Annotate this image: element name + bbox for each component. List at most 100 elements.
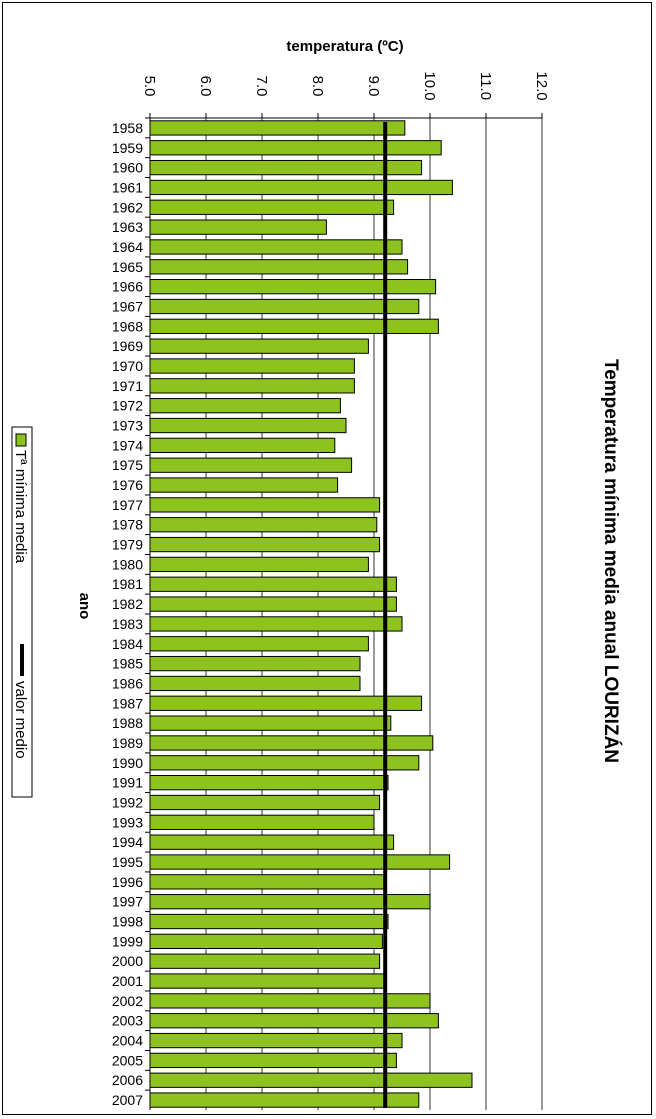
y-tick-label: 11.0	[477, 72, 494, 100]
bar	[149, 318, 439, 334]
bar	[149, 398, 341, 414]
bar	[149, 933, 383, 950]
bar	[149, 199, 395, 215]
bar	[149, 695, 423, 711]
x-tick-label: 1981	[112, 576, 143, 592]
bar	[149, 1032, 403, 1049]
bar	[149, 616, 403, 632]
x-tick-label: 1993	[112, 814, 143, 830]
bar	[149, 874, 386, 890]
x-tick-label: 1991	[112, 775, 143, 791]
x-tick-label: 1970	[112, 358, 143, 374]
bar	[149, 179, 453, 196]
x-tick-label: 1992	[112, 794, 143, 810]
bar	[149, 497, 381, 513]
x-tick-label: 2002	[112, 993, 143, 1009]
x-tick-label: 1978	[112, 517, 143, 533]
x-tick-label: 1960	[112, 160, 143, 176]
x-tick-label: 1965	[112, 259, 143, 275]
x-tick-label: 2003	[112, 1013, 143, 1029]
bar	[149, 993, 431, 1009]
bar	[149, 953, 381, 969]
bar	[149, 655, 361, 672]
x-tick-label: 1967	[112, 298, 143, 314]
bar	[149, 854, 451, 870]
x-tick-label: 1964	[112, 239, 143, 255]
x-tick-label: 1997	[112, 894, 143, 910]
y-tick-label: 8.0	[309, 76, 326, 97]
y-tick-label: 10.0	[421, 71, 438, 100]
bar	[149, 358, 355, 374]
bar	[149, 834, 395, 850]
x-tick-label: 1969	[112, 338, 143, 354]
bar	[149, 556, 369, 573]
bar	[149, 1013, 439, 1029]
x-tick-label: 1979	[112, 537, 143, 553]
x-tick-label: 1996	[112, 874, 143, 890]
axes	[145, 113, 543, 1110]
bar	[149, 794, 381, 811]
x-tick-label: 1966	[112, 279, 143, 295]
x-tick-label: 1995	[112, 854, 143, 870]
x-tick-label: 2006	[112, 1072, 143, 1088]
bar	[149, 913, 389, 930]
x-tick-label: 1974	[112, 437, 143, 453]
x-tick-label: 1972	[112, 398, 143, 414]
x-tick-label: 1999	[112, 933, 143, 949]
x-tick-label: 1961	[112, 179, 143, 195]
bars	[149, 120, 473, 1108]
y-tick-label: 7.0	[253, 76, 270, 97]
x-tick-label: 1963	[112, 219, 143, 235]
bar	[149, 517, 378, 533]
bar	[149, 140, 442, 156]
bar	[149, 596, 397, 612]
bar	[149, 536, 381, 553]
x-tick-label: 2001	[112, 973, 143, 989]
x-tick-label: 1980	[112, 556, 143, 572]
bar	[149, 755, 420, 771]
legend-swatch-bar	[15, 433, 27, 447]
x-axis-title: ano	[76, 593, 93, 620]
x-tick-label: 1968	[112, 318, 143, 334]
legend-label-bar: Tª mínima media	[12, 450, 29, 564]
bar	[149, 735, 434, 751]
x-tick-label: 1971	[112, 378, 143, 394]
labels: 5.0 6.0 7.0 8.0 9.0 10.0 11.0 12.0 1958 1959 1960 1…	[112, 71, 550, 1108]
y-axis-title: temperatura (ºC)	[286, 38, 403, 55]
x-tick-label: 1973	[112, 418, 143, 434]
x-tick-label: 2004	[112, 1033, 143, 1049]
bar	[149, 636, 369, 652]
x-tick-label: 1987	[112, 695, 143, 711]
x-tick-label: 1989	[112, 735, 143, 751]
y-tick-label: 6.0	[197, 76, 214, 97]
bar	[149, 219, 327, 235]
bar	[149, 1092, 420, 1108]
legend-label-line: valor medio	[12, 681, 29, 759]
bar	[149, 675, 361, 692]
x-tick-label: 1994	[112, 834, 143, 850]
y-tick-label: 5.0	[141, 76, 158, 97]
x-tick-label: 1982	[112, 596, 143, 612]
bar	[149, 973, 386, 989]
x-tick-label: 1977	[112, 497, 143, 513]
x-tick-label: 1990	[112, 755, 143, 771]
bar	[149, 278, 437, 295]
x-tick-label: 2007	[112, 1092, 143, 1108]
bar	[149, 774, 389, 791]
bar	[149, 259, 409, 275]
bar	[149, 239, 403, 255]
bar	[149, 159, 423, 176]
bar	[149, 437, 336, 454]
bar	[149, 338, 369, 354]
y-tick-label: 12.0	[533, 71, 550, 100]
x-tick-label: 1959	[112, 140, 143, 156]
x-tick-label: 1983	[112, 616, 143, 632]
x-tick-label: 1958	[112, 120, 143, 136]
bar	[149, 477, 339, 493]
y-tick-label: 9.0	[365, 76, 382, 97]
x-tick-label: 1976	[112, 477, 143, 493]
x-tick-label: 2005	[112, 1052, 143, 1068]
bar	[149, 457, 353, 473]
